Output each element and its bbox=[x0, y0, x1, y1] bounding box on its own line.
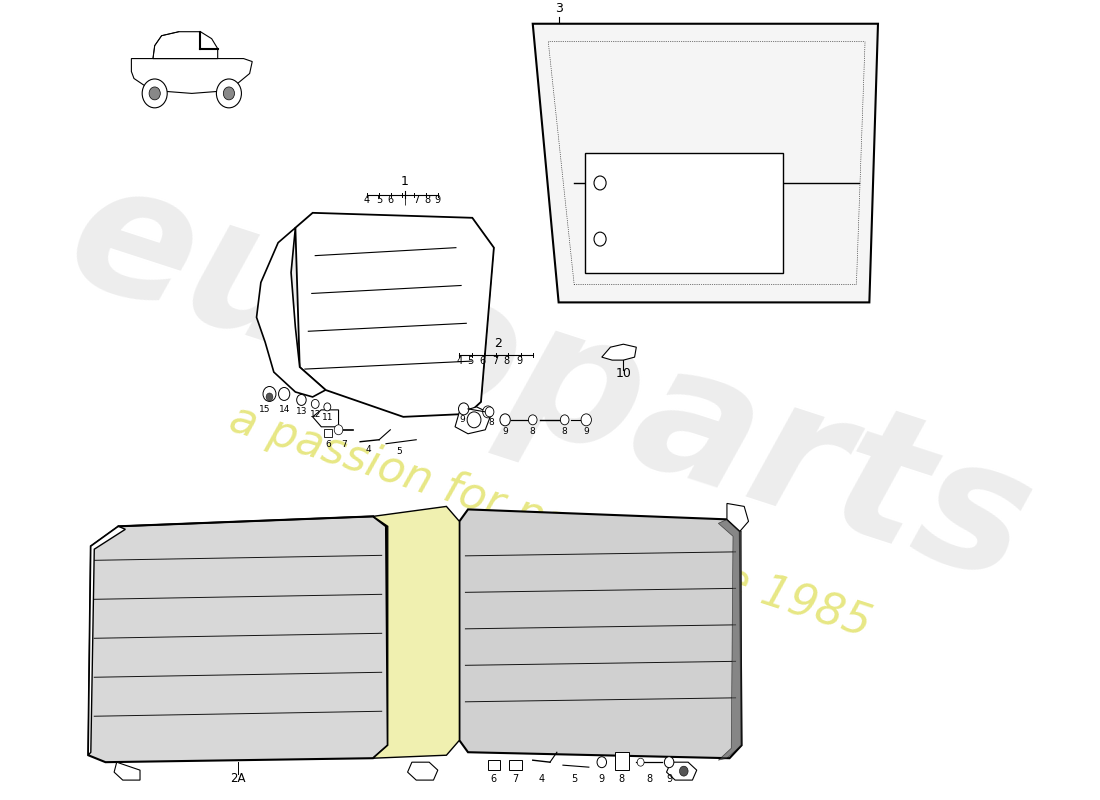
Text: 9: 9 bbox=[666, 774, 672, 784]
Bar bbox=[509, 760, 521, 770]
Text: 9: 9 bbox=[459, 415, 465, 424]
Polygon shape bbox=[408, 762, 438, 780]
Text: 4: 4 bbox=[364, 195, 370, 205]
Text: 15: 15 bbox=[260, 405, 271, 414]
Text: 4: 4 bbox=[538, 774, 544, 784]
Text: 9: 9 bbox=[517, 356, 522, 366]
Circle shape bbox=[311, 399, 319, 408]
Text: 13: 13 bbox=[296, 407, 307, 416]
Text: 6: 6 bbox=[326, 440, 331, 449]
Polygon shape bbox=[256, 228, 326, 397]
Bar bbox=[584, 153, 783, 273]
Polygon shape bbox=[615, 752, 629, 770]
Text: 4: 4 bbox=[456, 356, 462, 366]
Text: 4: 4 bbox=[366, 445, 372, 454]
Polygon shape bbox=[532, 24, 878, 302]
Circle shape bbox=[468, 412, 481, 428]
Text: 5: 5 bbox=[396, 446, 402, 456]
Circle shape bbox=[263, 386, 276, 402]
Polygon shape bbox=[114, 762, 140, 780]
Circle shape bbox=[459, 403, 469, 415]
Circle shape bbox=[637, 758, 645, 766]
Text: 7: 7 bbox=[342, 440, 348, 449]
Circle shape bbox=[142, 79, 167, 108]
Text: 5: 5 bbox=[468, 356, 474, 366]
Text: 2: 2 bbox=[494, 337, 503, 350]
Text: 1: 1 bbox=[402, 175, 409, 188]
Circle shape bbox=[323, 403, 331, 411]
Polygon shape bbox=[468, 218, 494, 414]
Polygon shape bbox=[88, 516, 387, 762]
Text: 6: 6 bbox=[491, 774, 497, 784]
Bar bbox=[488, 760, 499, 770]
Polygon shape bbox=[727, 503, 748, 531]
Text: 5: 5 bbox=[376, 195, 382, 205]
Circle shape bbox=[664, 757, 674, 768]
Text: 7: 7 bbox=[414, 195, 419, 205]
Text: 7: 7 bbox=[513, 774, 518, 784]
Text: 8: 8 bbox=[504, 356, 510, 366]
Text: europarts: europarts bbox=[48, 144, 1052, 620]
Polygon shape bbox=[455, 407, 492, 434]
Circle shape bbox=[581, 414, 592, 426]
Polygon shape bbox=[153, 32, 218, 58]
Circle shape bbox=[150, 87, 161, 100]
Text: 14: 14 bbox=[278, 405, 289, 414]
Polygon shape bbox=[312, 410, 339, 427]
Text: 9: 9 bbox=[598, 774, 605, 784]
Text: 12: 12 bbox=[309, 410, 321, 419]
Polygon shape bbox=[718, 519, 741, 760]
Text: 3: 3 bbox=[554, 2, 562, 15]
Circle shape bbox=[680, 766, 689, 776]
Circle shape bbox=[297, 394, 306, 406]
Circle shape bbox=[266, 393, 273, 401]
Text: 11: 11 bbox=[321, 413, 333, 422]
Text: 9: 9 bbox=[583, 426, 590, 436]
Circle shape bbox=[499, 414, 510, 426]
Circle shape bbox=[278, 387, 289, 401]
Polygon shape bbox=[296, 213, 494, 417]
Polygon shape bbox=[88, 526, 125, 755]
Polygon shape bbox=[822, 24, 878, 302]
Text: 8: 8 bbox=[562, 426, 568, 436]
Circle shape bbox=[217, 79, 241, 108]
Text: 10: 10 bbox=[615, 367, 631, 380]
Polygon shape bbox=[373, 506, 460, 758]
Polygon shape bbox=[131, 58, 252, 94]
Circle shape bbox=[334, 425, 343, 434]
Text: 2A: 2A bbox=[230, 772, 245, 785]
Text: 8: 8 bbox=[530, 426, 536, 436]
Bar bbox=[323, 429, 332, 437]
Circle shape bbox=[560, 415, 569, 425]
Text: 7: 7 bbox=[493, 356, 498, 366]
Text: |: | bbox=[404, 195, 407, 206]
Text: 5: 5 bbox=[571, 774, 578, 784]
Polygon shape bbox=[460, 510, 741, 758]
Text: 8: 8 bbox=[618, 774, 625, 784]
Text: 6: 6 bbox=[480, 356, 486, 366]
Circle shape bbox=[483, 406, 493, 418]
Text: a passion for parts since 1985: a passion for parts since 1985 bbox=[223, 397, 877, 646]
Circle shape bbox=[223, 87, 234, 100]
Text: 9: 9 bbox=[434, 195, 441, 205]
Text: 6: 6 bbox=[387, 195, 394, 205]
Polygon shape bbox=[667, 762, 696, 780]
Text: 8: 8 bbox=[646, 774, 652, 784]
Circle shape bbox=[485, 407, 494, 417]
Circle shape bbox=[597, 757, 606, 768]
Text: 8: 8 bbox=[488, 418, 494, 427]
Polygon shape bbox=[602, 344, 636, 360]
Text: 9: 9 bbox=[503, 426, 508, 436]
Circle shape bbox=[528, 415, 537, 425]
Text: 8: 8 bbox=[425, 195, 430, 205]
